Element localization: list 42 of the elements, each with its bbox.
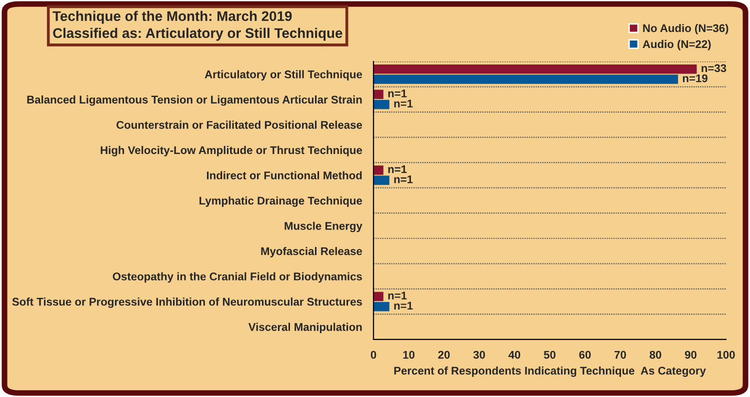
- x-tick-label: 100: [717, 350, 735, 359]
- x-tick-label: 90: [684, 350, 696, 359]
- y-tick-label: Balanced Ligamentous Tension or Ligamentous Articular Strain: [27, 95, 362, 106]
- x-tick-label: 50: [544, 350, 556, 359]
- legend-label: No Audio (N=36): [643, 24, 728, 34]
- bar: [374, 302, 390, 312]
- bar: [374, 90, 384, 100]
- x-axis-title: Percent of Respondents Indicating Technique As Category: [394, 366, 706, 377]
- bar: [374, 100, 390, 110]
- y-tick-label: Counterstrain or Facilitated Positional Release: [116, 120, 362, 129]
- y-tick-label: Myofascial Release: [261, 246, 362, 258]
- y-tick-label: Osteopathy in the Cranial Field or Biodynamics: [112, 272, 362, 283]
- y-tick-label: High Velocity-Low Amplitude or Thrust Technique: [100, 146, 362, 156]
- annotation: n=33: [702, 64, 726, 72]
- annotation: n=1: [394, 176, 413, 184]
- bar: [374, 176, 390, 185]
- bar: [374, 166, 384, 175]
- y-tick-label: Muscle Energy: [284, 222, 362, 232]
- bar: [374, 292, 384, 302]
- bar: [374, 64, 697, 74]
- annotation: n=1: [388, 90, 407, 98]
- x-tick-label: 10: [403, 350, 414, 359]
- legend-label: Audio (N=22): [642, 40, 711, 50]
- y-tick-label: Lymphatic Drainage Technique: [200, 196, 362, 207]
- x-tick-label: 70: [614, 350, 626, 359]
- annotation: n=1: [388, 165, 407, 174]
- annotation: n=1: [394, 302, 413, 310]
- x-tick-label: 30: [473, 350, 485, 359]
- x-tick-label: 60: [579, 350, 591, 359]
- y-tick-label: Soft Tissue or Progressive Inhibition of Neuromuscular Structures: [12, 298, 362, 308]
- y-tick-label: Indirect or Functional Method: [206, 171, 362, 180]
- x-tick-label: 20: [438, 350, 450, 359]
- text: Technique of the Month: March 2019 Classified as: Articulatory or Still Technique: [52, 10, 342, 41]
- annotation: n=1: [394, 100, 413, 108]
- x-tick-label: 40: [508, 350, 520, 359]
- x-tick-label: 80: [650, 350, 662, 359]
- y-tick-label: Articulatory or Still Technique: [204, 70, 362, 80]
- y-tick-label: Visceral Manipulation: [248, 322, 362, 334]
- bar: [374, 74, 678, 84]
- annotation: n=1: [388, 292, 407, 300]
- annotation: n=19: [682, 74, 708, 82]
- x-tick-label: 0: [370, 350, 376, 359]
